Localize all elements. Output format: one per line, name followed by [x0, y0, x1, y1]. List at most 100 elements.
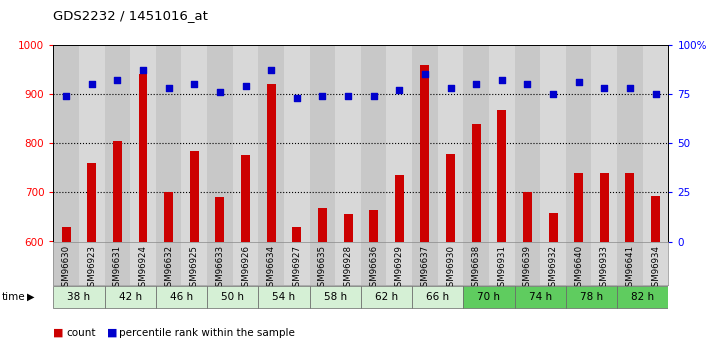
Point — [240, 83, 251, 89]
Bar — [464, 45, 489, 241]
Text: GSM96924: GSM96924 — [139, 245, 147, 292]
Point — [599, 85, 610, 91]
Bar — [464, 286, 515, 308]
Bar — [387, 45, 412, 241]
Bar — [387, 241, 412, 285]
Bar — [105, 286, 156, 308]
Text: time: time — [2, 292, 26, 302]
Bar — [592, 45, 617, 241]
Text: GSM96637: GSM96637 — [420, 245, 429, 292]
Bar — [181, 45, 207, 241]
Bar — [592, 241, 617, 285]
Text: GSM96929: GSM96929 — [395, 245, 404, 292]
Point — [112, 78, 123, 83]
Text: 78 h: 78 h — [580, 292, 603, 302]
Bar — [105, 45, 130, 241]
Bar — [515, 45, 540, 241]
Bar — [190, 150, 199, 241]
Text: GSM96934: GSM96934 — [651, 245, 660, 292]
Point — [419, 71, 431, 77]
Bar — [79, 241, 105, 285]
Bar — [258, 45, 284, 241]
Bar — [267, 84, 276, 242]
Text: GSM96933: GSM96933 — [600, 245, 609, 292]
Text: GSM96925: GSM96925 — [190, 245, 199, 292]
Bar — [284, 45, 309, 241]
Bar — [113, 141, 122, 242]
Bar — [540, 241, 566, 285]
Bar — [489, 45, 515, 241]
Point — [163, 85, 174, 91]
Bar — [412, 45, 438, 241]
Text: GSM96634: GSM96634 — [267, 245, 276, 292]
Bar — [335, 241, 360, 285]
Bar — [540, 45, 566, 241]
Bar — [360, 286, 412, 308]
Bar — [105, 45, 130, 241]
Bar — [164, 193, 173, 242]
Point — [522, 81, 533, 87]
Bar — [592, 45, 617, 241]
Bar — [156, 45, 181, 241]
Bar — [566, 45, 592, 241]
Text: GSM96638: GSM96638 — [471, 245, 481, 292]
Bar — [232, 45, 258, 241]
Bar — [420, 65, 429, 241]
Bar — [446, 154, 455, 242]
Bar — [464, 45, 489, 241]
Text: GSM96927: GSM96927 — [292, 245, 301, 292]
Bar — [369, 209, 378, 242]
Bar — [515, 45, 540, 241]
Text: 58 h: 58 h — [324, 292, 347, 302]
Bar — [549, 213, 557, 242]
Bar — [515, 286, 566, 308]
Text: 74 h: 74 h — [529, 292, 552, 302]
Text: GSM96640: GSM96640 — [574, 245, 583, 292]
Point — [265, 68, 277, 73]
Point — [445, 85, 456, 91]
Point — [471, 81, 482, 87]
Bar — [309, 286, 360, 308]
Text: GSM96639: GSM96639 — [523, 245, 532, 292]
Text: 70 h: 70 h — [478, 292, 501, 302]
Text: 42 h: 42 h — [119, 292, 141, 302]
Bar — [335, 45, 360, 241]
Text: GSM96636: GSM96636 — [369, 245, 378, 292]
Bar — [438, 45, 464, 241]
Bar — [79, 45, 105, 241]
Bar — [156, 286, 207, 308]
Text: GSM96932: GSM96932 — [548, 245, 557, 292]
Text: GSM96641: GSM96641 — [626, 245, 634, 292]
Text: GSM96633: GSM96633 — [215, 245, 225, 292]
Point — [86, 81, 97, 87]
Bar — [540, 45, 566, 241]
Bar — [309, 45, 335, 241]
Text: GSM96928: GSM96928 — [343, 245, 353, 292]
Bar — [395, 175, 404, 241]
Bar — [387, 45, 412, 241]
Point — [60, 93, 72, 99]
Bar — [156, 45, 181, 241]
Bar — [258, 286, 309, 308]
Bar — [600, 173, 609, 242]
Bar — [53, 45, 79, 241]
Text: count: count — [66, 328, 95, 338]
Bar — [438, 241, 464, 285]
Text: 66 h: 66 h — [426, 292, 449, 302]
Text: GSM96635: GSM96635 — [318, 245, 327, 292]
Bar — [489, 241, 515, 285]
Bar — [232, 45, 258, 241]
Bar — [53, 286, 105, 308]
Bar — [643, 45, 668, 241]
Bar — [232, 241, 258, 285]
Bar — [284, 241, 309, 285]
Bar — [241, 156, 250, 242]
Bar — [626, 173, 634, 242]
Bar — [87, 163, 96, 242]
Bar — [617, 286, 668, 308]
Text: 54 h: 54 h — [272, 292, 296, 302]
Bar — [617, 45, 643, 241]
Bar — [523, 193, 532, 242]
Point — [650, 91, 661, 97]
Text: ■: ■ — [53, 328, 64, 338]
